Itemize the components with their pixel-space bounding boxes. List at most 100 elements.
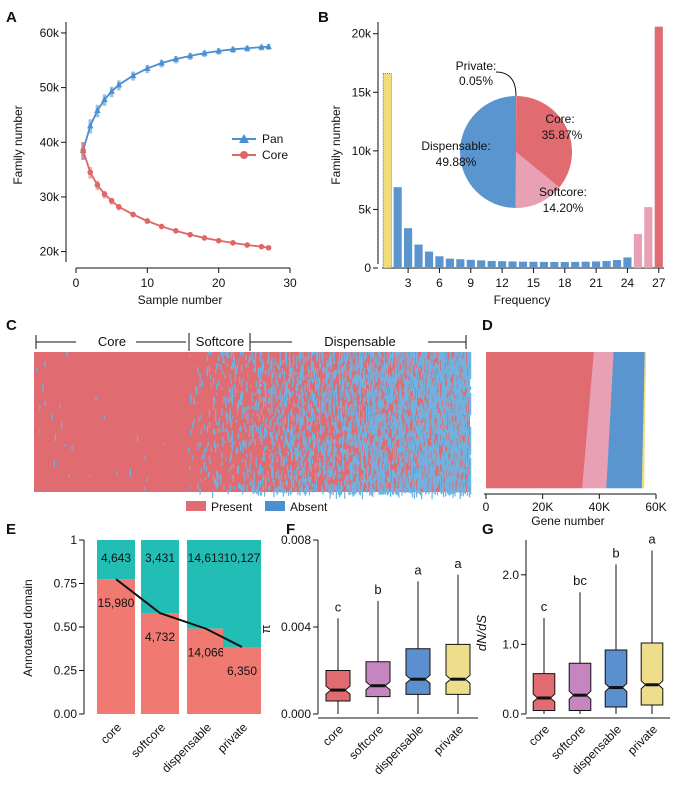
heatmap-absent-cell	[349, 372, 351, 380]
heatmap-absent-cell	[425, 352, 427, 356]
heatmap-absent-cell	[453, 487, 455, 494]
heatmap-absent-cell	[459, 415, 461, 418]
heatmap-absent-cell	[284, 489, 287, 492]
heatmap-absent-cell	[346, 358, 348, 364]
heatmap-absent-cell	[404, 441, 406, 448]
heatmap-absent-cell	[230, 352, 232, 359]
heatmap-absent-cell	[436, 491, 438, 496]
heatmap-absent-cell	[451, 454, 453, 462]
heatmap-absent-cell	[368, 448, 370, 451]
heatmap-absent-cell	[455, 403, 457, 406]
heatmap-absent-cell	[397, 352, 399, 356]
heatmap-absent-cell	[307, 398, 309, 406]
heatmap-absent-cell	[411, 453, 413, 462]
heatmap-absent-cell	[357, 461, 359, 468]
heatmap-absent-cell	[446, 457, 448, 462]
heatmap-absent-cell	[329, 390, 331, 396]
heatmap-absent-cell	[455, 384, 457, 390]
heatmap-absent-cell	[443, 472, 446, 476]
heatmap-absent-cell	[421, 491, 423, 500]
heatmap-absent-cell	[258, 367, 261, 373]
heatmap-absent-cell	[369, 475, 371, 482]
heatmap-absent-cell	[255, 464, 257, 468]
heatmap-absent-cell	[287, 491, 290, 496]
heatmap-absent-cell	[284, 357, 287, 363]
heatmap-absent-cell	[398, 426, 400, 430]
heatmap-absent-cell	[452, 473, 454, 476]
heatmap-absent-cell	[230, 365, 232, 369]
heatmap-absent-cell	[289, 394, 292, 398]
heatmap-absent-cell	[387, 442, 390, 448]
heatmap-absent-cell	[276, 431, 278, 436]
heatmap-absent-cell	[409, 475, 411, 480]
heatmap-absent-cell	[447, 477, 449, 483]
heatmap-absent-cell	[349, 405, 351, 410]
heatmap-absent-cell	[461, 372, 463, 377]
heatmap-absent-cell	[350, 433, 352, 439]
heatmap-absent-cell	[350, 412, 352, 416]
heatmap-absent-cell	[309, 457, 311, 463]
panel-d-stack	[588, 416, 611, 421]
heatmap-absent-cell	[320, 449, 322, 452]
heatmap-absent-cell	[454, 387, 456, 392]
heatmap-absent-cell	[247, 474, 249, 479]
heatmap-absent-cell	[457, 439, 459, 444]
heatmap-absent-cell	[447, 439, 449, 443]
heatmap-absent-cell	[458, 418, 460, 425]
panel-a-ytick-label: 60k	[40, 26, 60, 40]
heatmap-absent-cell	[462, 365, 464, 373]
heatmap-absent-cell	[361, 479, 364, 485]
heatmap-absent-cell	[388, 373, 391, 382]
heatmap-absent-cell	[457, 357, 459, 364]
heatmap-absent-cell	[458, 370, 460, 374]
heatmap-absent-cell	[385, 458, 387, 464]
heatmap-absent-cell	[362, 398, 365, 405]
heatmap-absent-cell	[276, 487, 278, 496]
heatmap-absent-cell	[251, 425, 253, 432]
heatmap-absent-cell	[362, 420, 365, 425]
heatmap-absent-cell	[395, 392, 397, 400]
heatmap-absent-cell	[277, 418, 279, 426]
panel-d-stack	[486, 472, 584, 477]
heatmap-absent-cell	[403, 434, 405, 443]
heatmap-absent-cell	[382, 479, 384, 483]
heatmap-absent-cell	[458, 434, 460, 442]
heatmap-absent-cell	[366, 465, 369, 471]
heatmap-absent-cell	[419, 472, 421, 479]
heatmap-absent-cell	[384, 373, 386, 382]
heatmap-absent-cell	[437, 423, 439, 429]
panel-d-stack	[642, 476, 645, 481]
heatmap-absent-cell	[445, 411, 447, 416]
heatmap-absent-cell	[387, 476, 390, 483]
heatmap-absent-cell	[379, 390, 381, 398]
heatmap-absent-cell	[328, 411, 330, 417]
heatmap-absent-cell	[395, 429, 397, 435]
heatmap-absent-cell	[428, 483, 430, 488]
heatmap-absent-cell	[300, 352, 302, 360]
heatmap-absent-cell	[226, 413, 228, 417]
heatmap-absent-cell	[454, 401, 456, 404]
heatmap-absent-cell	[246, 381, 248, 386]
heatmap-absent-cell	[415, 359, 418, 364]
heatmap-absent-cell	[242, 448, 244, 453]
heatmap-absent-cell	[349, 368, 351, 373]
heatmap-absent-cell	[287, 413, 290, 420]
heatmap-absent-cell	[439, 470, 442, 479]
heatmap-absent-cell	[389, 375, 392, 381]
heatmap-absent-cell	[434, 425, 436, 433]
heatmap-absent-cell	[452, 488, 454, 492]
panel-d-stack	[486, 432, 588, 437]
heatmap-absent-cell	[379, 480, 381, 483]
panel-d-stack	[486, 392, 591, 397]
f-box-box	[405, 648, 431, 695]
heatmap-absent-cell	[344, 378, 346, 381]
heatmap-absent-cell	[334, 387, 336, 393]
heatmap-absent-cell	[436, 352, 438, 358]
heatmap-absent-cell	[454, 365, 456, 371]
heatmap-absent-cell	[410, 408, 412, 413]
heatmap-absent-cell	[456, 466, 458, 470]
panel-a-pan-point	[87, 122, 94, 129]
heatmap-absent-cell	[470, 452, 472, 455]
heatmap-absent-cell	[217, 478, 219, 482]
heatmap-absent-cell	[254, 369, 256, 373]
